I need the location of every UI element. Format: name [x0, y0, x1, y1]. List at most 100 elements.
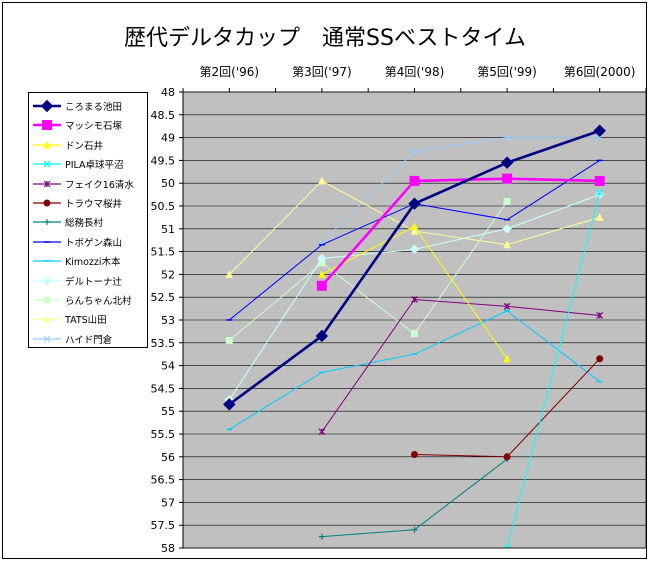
data-point — [411, 147, 418, 155]
x-tick-label: 第2回('96) — [200, 65, 260, 79]
legend-item: ドン石井 — [29, 135, 147, 155]
legend-label: らんちゃん北村 — [65, 296, 132, 307]
legend-label: マッシモ石塚 — [65, 121, 123, 133]
series-group — [223, 124, 606, 548]
data-point — [500, 156, 514, 169]
legend-item: フェイク16清水 — [29, 174, 147, 194]
legend-label: ハイド門倉 — [65, 334, 113, 346]
data-point — [503, 302, 511, 310]
plot-border — [182, 91, 647, 549]
legend-item: らんちゃん北村 — [29, 290, 147, 310]
data-point — [502, 224, 512, 234]
data-point — [410, 222, 419, 231]
y-tick-label: 49 — [161, 132, 175, 145]
data-point — [596, 312, 604, 319]
x-tick-label: 第5回('99) — [477, 65, 537, 79]
legend-marker — [40, 99, 54, 113]
y-tick-label: 52.5 — [151, 291, 176, 304]
legend-marker — [43, 140, 51, 149]
y-tick-label: 49.5 — [151, 154, 176, 167]
legend-label: トラウマ桜井 — [65, 199, 123, 210]
legend-item: トボゲン森山 — [29, 232, 147, 252]
legend-label: デルトーナ辻 — [65, 276, 123, 288]
legend-label: 総務長村 — [65, 218, 104, 230]
series-1 — [223, 124, 606, 411]
legend-label: TATS山田 — [65, 315, 107, 327]
series-line — [320, 177, 600, 287]
legend-marker — [43, 296, 51, 304]
data-point — [503, 240, 511, 249]
legend-swatch — [33, 260, 61, 262]
series-line — [506, 192, 601, 548]
y-tick-label: 52 — [161, 268, 175, 281]
y-tick-label: 50 — [161, 177, 175, 190]
data-point — [408, 197, 421, 210]
data-point — [503, 354, 511, 363]
data-point — [503, 134, 511, 142]
series-3 — [318, 222, 511, 363]
legend-swatch — [33, 335, 61, 343]
y-tick-label: 53.5 — [151, 337, 176, 350]
legend-marker — [44, 219, 50, 226]
data-point — [225, 337, 233, 345]
y-tick-label: 57.5 — [151, 519, 176, 532]
legend-marker — [43, 335, 51, 343]
legend-swatch — [33, 180, 61, 188]
series-line — [321, 137, 600, 243]
legend-item: Kimozzi木本 — [29, 251, 147, 271]
legend-label: PILA卓球平沼 — [65, 160, 124, 172]
y-tick-label: 54 — [161, 360, 175, 373]
data-point — [411, 526, 418, 533]
data-point — [502, 173, 513, 184]
legend-marker — [43, 315, 51, 323]
data-point — [409, 244, 420, 255]
series-line — [321, 298, 600, 433]
x-tick-label: 第6回(2000) — [564, 65, 636, 79]
legend-marker — [43, 199, 51, 207]
series-6 — [411, 355, 604, 461]
legend-item: PILA卓球平沼 — [29, 154, 147, 174]
data-point — [317, 253, 327, 264]
y-tick-label: 58 — [161, 542, 175, 555]
data-point — [225, 270, 234, 278]
series-4 — [503, 188, 604, 548]
data-point — [503, 453, 511, 461]
series-2 — [316, 173, 605, 291]
legend-swatch — [33, 140, 61, 149]
data-point — [318, 270, 326, 278]
data-point — [318, 176, 326, 185]
data-point — [411, 296, 418, 303]
y-tick-label: 51.5 — [151, 246, 176, 259]
data-point — [595, 213, 604, 221]
y-tick-label: 53 — [161, 314, 175, 327]
y-tick-label: 55 — [161, 405, 175, 418]
data-point — [596, 134, 604, 142]
legend-marker — [42, 275, 52, 286]
data-point — [503, 544, 511, 548]
legend-marker — [43, 160, 51, 168]
legend-swatch — [33, 160, 61, 168]
data-point — [318, 533, 325, 540]
data-point — [223, 398, 236, 411]
legend-swatch — [33, 296, 61, 304]
legend-label: フェイク16清水 — [65, 179, 134, 191]
data-point — [596, 355, 604, 363]
series-12 — [225, 176, 604, 278]
data-point — [409, 175, 420, 186]
legend-item: 総務長村 — [29, 212, 147, 232]
legend-swatch — [33, 120, 61, 131]
y-tick-label: 48 — [161, 86, 175, 99]
data-point — [593, 124, 606, 137]
y-tick-label: 50.5 — [151, 200, 176, 213]
series-5 — [318, 296, 604, 436]
legend-swatch — [33, 199, 61, 207]
data-point — [596, 188, 604, 196]
legend-item: ころまる池田 — [29, 96, 147, 116]
legend-swatch — [33, 99, 61, 113]
y-tick-label: 48.5 — [151, 109, 176, 122]
data-point — [315, 329, 329, 343]
legend-swatch — [33, 315, 61, 323]
y-tick-label: 55.5 — [151, 428, 176, 441]
data-point — [316, 280, 327, 291]
legend-label: ドン石井 — [65, 140, 104, 152]
